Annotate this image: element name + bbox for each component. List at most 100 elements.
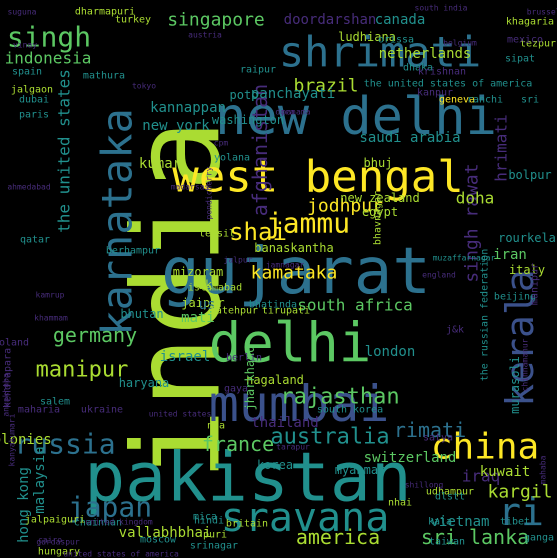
cloud-word: myanmar [335, 463, 386, 477]
cloud-word: uk [198, 278, 213, 292]
cloud-word: west bengal [172, 152, 463, 203]
cloud-word: vallabhbhai [119, 525, 212, 541]
cloud-word: canada [375, 12, 426, 28]
cloud-word: sipat [505, 54, 535, 65]
cloud-word: united states [149, 410, 212, 419]
cloud-word: haryana [119, 376, 170, 390]
cloud-word: kanpur [417, 88, 453, 99]
cloud-word: indonesia [5, 49, 92, 68]
cloud-word: malaysia [32, 446, 48, 513]
cloud-word: salem [40, 397, 70, 408]
cloud-word: jammu [266, 207, 350, 240]
cloud-word: us [199, 297, 216, 313]
cloud-word: murasoli [508, 356, 522, 414]
cloud-word: brussels [527, 8, 557, 17]
cloud-word: taiwan [429, 537, 465, 548]
cloud-word: israel [160, 349, 211, 365]
cloud-word: new york [142, 118, 210, 134]
cloud-word: sri lanka [421, 525, 529, 549]
cloud-word: england [422, 271, 456, 280]
cloud-word: shrimati [279, 28, 481, 77]
cloud-word: kamrup [36, 291, 65, 300]
cloud-word: jalgaon [11, 85, 53, 96]
cloud-word: germany [53, 323, 137, 347]
cloud-word: united states of america [63, 550, 179, 558]
cloud-word: sravana [221, 495, 390, 541]
cloud-word: spain [12, 67, 42, 78]
cloud-word: khagaria [506, 17, 554, 28]
cloud-word: anuskhaba [2, 373, 11, 417]
cloud-word: rajasthan [280, 385, 399, 410]
cloud-word: ganga [524, 533, 554, 544]
cloud-word: iraq [462, 467, 501, 486]
cloud-word: geneva [439, 95, 475, 106]
cloud-word: panama [282, 108, 311, 117]
cloud-word: hong kong [16, 467, 32, 543]
cloud-word: vinay [13, 41, 37, 50]
cloud-word: austria [188, 31, 222, 40]
cloud-word: new zealand [340, 191, 419, 205]
cloud-word: ri [498, 490, 544, 534]
cloud-word: banaskantha [254, 241, 333, 255]
cloud-word: tokyo [132, 82, 156, 91]
cloud-word: south india [415, 4, 468, 13]
cloud-word: jalpur [224, 256, 253, 265]
cloud-word: mica [193, 512, 217, 523]
cloud-word: hindi [194, 516, 224, 527]
cloud-word: the united states of america [364, 79, 533, 90]
cloud-word: australia [270, 425, 389, 450]
cloud-word: ranchi [467, 95, 503, 106]
cloud-word: kargil [487, 482, 552, 503]
cloud-word: panchayati [251, 86, 335, 102]
cloud-word: beijing [494, 292, 536, 303]
cloud-word: karnataka [93, 108, 142, 336]
cloud-word: doordarshan [284, 12, 377, 28]
cloud-word: turkey [115, 15, 151, 26]
cloud-word: egypt [362, 205, 398, 219]
cloud-word: mathura [83, 71, 125, 82]
cloud-word: the united states [55, 69, 74, 233]
cloud-word: south africa [297, 296, 413, 315]
cloud-word: dhaka [403, 63, 433, 74]
cloud-word: udhampur [426, 487, 474, 498]
cloud-word: china [431, 427, 539, 468]
cloud-word: pondicherry [205, 166, 214, 219]
cloud-word: poland [0, 338, 29, 349]
cloud-word: brazil [293, 76, 358, 97]
cloud-word: bolpur [508, 168, 551, 182]
cloud-word: mumbai [209, 375, 390, 433]
cloud-word: new delhi [215, 87, 497, 147]
cloud-word: jharkhand [243, 345, 257, 410]
cloud-word: dubai [19, 95, 49, 106]
cloud-word: kerala [498, 269, 542, 406]
cloud-word: netherlands [379, 46, 472, 62]
cloud-word: kala [428, 517, 452, 528]
cloud-word: kuwait [480, 464, 531, 480]
cloud-word: nagaland [246, 373, 304, 387]
cloud-word: fatehpur [210, 306, 258, 317]
cloud-word: bhatinda [249, 300, 297, 311]
cloud-word: nda [207, 421, 225, 432]
cloud-word: shai [229, 218, 287, 246]
cloud-word: washington [212, 113, 284, 127]
cloud-word: suguna [8, 8, 37, 17]
cloud-word: tirupati [262, 306, 310, 317]
cloud-word: mexico [507, 35, 543, 46]
cloud-word: mizoram [173, 265, 224, 279]
cloud-word: delhi [209, 312, 372, 375]
cloud-word: cairo [38, 536, 62, 545]
cloud-word: kendrapara [3, 348, 14, 408]
cloud-word: moscow [140, 535, 177, 546]
cloud-word: j&k [446, 325, 464, 336]
cloud-word: kannappan [150, 100, 226, 116]
cloud-word: krishnan [418, 67, 466, 78]
cloud-word: ludhiana [338, 30, 396, 44]
cloud-word: sri [521, 95, 539, 106]
cloud-word: south korea [317, 405, 383, 416]
cloud-word: kanyakumari [8, 413, 17, 466]
cloud-word: mati [181, 310, 215, 326]
cloud-word: bhavnagar [373, 191, 384, 245]
cloud-word: hrimati [492, 114, 511, 181]
cloud-word: thailand [251, 415, 318, 431]
